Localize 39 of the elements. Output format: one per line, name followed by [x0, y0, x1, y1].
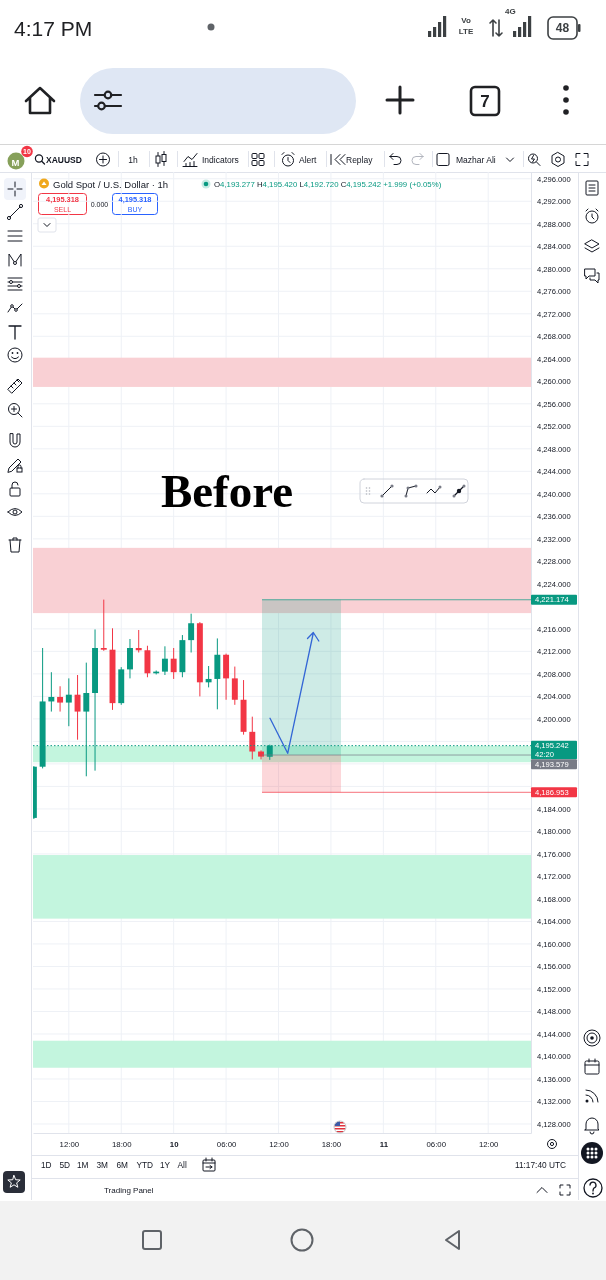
text: 11:17:40 UTC: [514, 1160, 566, 1170]
candlestick: [57, 685, 64, 713]
text: YTD: [136, 1160, 154, 1170]
text: 1D: [41, 1160, 52, 1170]
text: 3M: [96, 1160, 109, 1170]
candlestick: [170, 647, 177, 680]
candlestick: [127, 638, 133, 679]
text: M: [11, 156, 20, 168]
text: 7: [480, 91, 490, 111]
text: 5D: [59, 1160, 71, 1170]
text: LTE: [458, 26, 474, 36]
candlestick: [161, 645, 168, 676]
text: 48: [555, 21, 570, 35]
candlestick: [223, 653, 230, 701]
candlestick: [188, 613, 195, 653]
text: 1h: [128, 154, 138, 165]
text: Indicators: [202, 154, 239, 165]
text: Gold Spot / U.S. Dollar · 1h: [53, 178, 169, 190]
text: Trading Panel: [104, 1185, 154, 1195]
annotation: Before: [160, 465, 294, 517]
text: 4:17 PM: [14, 16, 93, 40]
text: Vo: [461, 15, 471, 25]
text: All: [177, 1160, 187, 1170]
text: 6M: [116, 1160, 129, 1170]
text: XAUUSD: [46, 154, 82, 165]
text: Mazhar Ali: [456, 154, 496, 165]
text: 1Y: [160, 1160, 171, 1170]
candlestick: [74, 674, 81, 741]
candlestick: [144, 645, 151, 678]
candlestick: [231, 666, 238, 706]
candlestick: [65, 677, 72, 727]
candlestick: [135, 629, 142, 653]
candlestick: [205, 665, 212, 688]
text: Alert: [299, 154, 318, 165]
text: Replay: [346, 154, 374, 165]
candlestick: [249, 716, 256, 760]
text: 1M: [77, 1160, 89, 1170]
candlestick: [100, 599, 107, 652]
text: 4G: [505, 6, 516, 16]
